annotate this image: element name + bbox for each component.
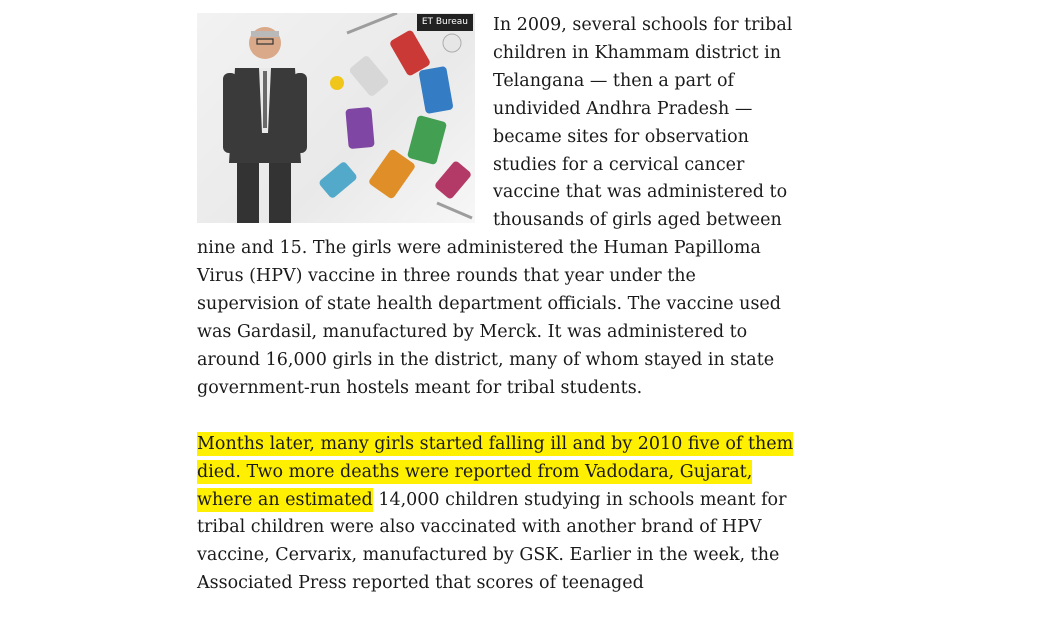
article-image[interactable]: ET Bureau: [197, 13, 475, 223]
paragraph-2: Months later, many girls started falling…: [197, 431, 802, 598]
article-body: ET Bureau In 2009, several schools for t…: [197, 12, 802, 626]
paragraph-1: In 2009, several schools for tribal chil…: [197, 15, 793, 398]
image-credit-badge: ET Bureau: [416, 14, 473, 31]
vaccine-illustration-icon: [223, 13, 473, 223]
